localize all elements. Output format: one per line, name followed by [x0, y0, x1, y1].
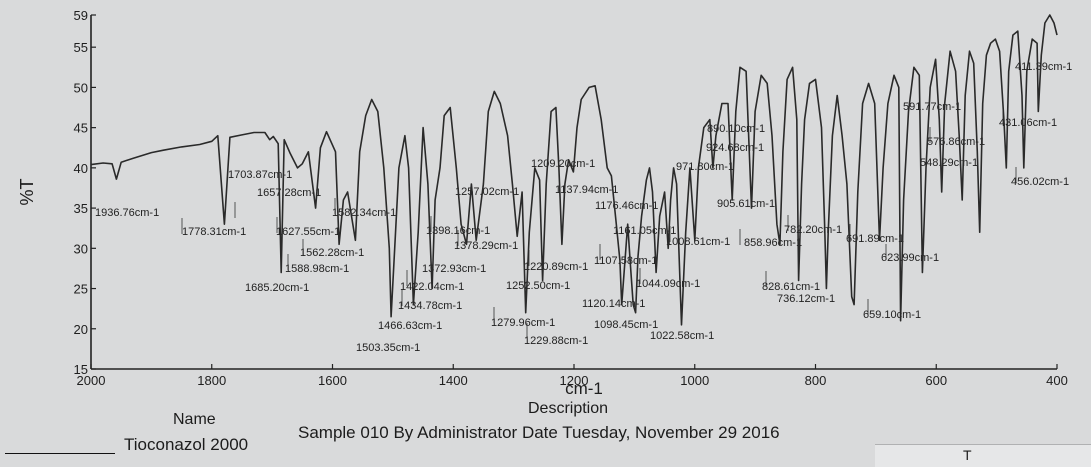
peak-label: 1098.45cm-1	[594, 319, 658, 331]
y-tick-label: 50	[74, 80, 88, 95]
peak-label: 1008.61cm-1	[666, 236, 730, 248]
peak-label: 1778.31cm-1	[182, 226, 246, 238]
peak-label: 623.99cm-1	[881, 252, 939, 264]
spectrum-plot: cm-1 %T 2000 1800 1600 1400 1200 1000 800 600 400…	[17, 8, 1072, 398]
legend-area: Name Description Tioconazol 2000 Sample …	[0, 400, 1091, 467]
y-tick-label: 20	[74, 322, 88, 337]
y-tick-label: 25	[74, 282, 88, 297]
y-tick-label: 59	[74, 8, 88, 23]
y-axis-label: %T	[17, 178, 37, 205]
y-tick-label: 35	[74, 201, 88, 216]
y-tick-label: 45	[74, 121, 88, 136]
peak-label: 1137.94cm-1	[555, 184, 618, 196]
peak-label: 1372.93cm-1	[422, 263, 486, 275]
ticks-layer: 2000 1800 1600 1400 1200 1000 800 600 400 15 20 25 3…	[74, 8, 1068, 388]
legend-description-header: Description	[528, 400, 609, 417]
peak-label: 1220.89cm-1	[524, 261, 588, 273]
x-tick-label: 1200	[560, 373, 589, 388]
legend-entry-name: Tioconazol 2000	[124, 435, 249, 454]
legend-scroll-strip[interactable]: T	[875, 444, 1091, 467]
ir-spectrum-chart: cm-1 %T 2000 1800 1600 1400 1200 1000 800 600 400…	[17, 8, 1072, 398]
peak-label: 858.96cm-1	[744, 237, 802, 249]
x-axis-label: cm-1	[565, 379, 603, 398]
y-tick-label: 15	[74, 362, 88, 377]
x-tick-label: 1800	[197, 373, 226, 388]
peak-label: 1562.28cm-1	[300, 247, 364, 259]
peak-label: 1120.14cm-1	[582, 298, 645, 310]
peak-label: 1685.20cm-1	[245, 282, 309, 294]
x-tick-label: 600	[925, 373, 947, 388]
peak-label: 576.86cm-1	[927, 136, 985, 148]
peak-label: 1582.34cm-1	[332, 207, 396, 219]
peak-label: 691.89cm-1	[846, 233, 904, 245]
peak-label: 1434.78cm-1	[398, 300, 462, 312]
text-caret-icon: T	[963, 447, 972, 463]
peak-annotations-layer: 1936.76cm-1 1778.31cm-1 1703.87cm-1 1657.28…	[95, 61, 1072, 354]
x-tick-label: 1400	[439, 373, 468, 388]
y-tick-label: 55	[74, 40, 88, 55]
peak-label: 1466.63cm-1	[378, 320, 442, 332]
peak-label: 1044.09cm-1	[636, 278, 700, 290]
peak-label: 1588.98cm-1	[285, 263, 349, 275]
peak-label: 971.80cm-1	[676, 161, 734, 173]
peak-label: 1209.20cm-1	[531, 158, 595, 170]
peak-label: 659.10cm-1	[863, 309, 921, 321]
peak-label: 1703.87cm-1	[228, 169, 292, 181]
axes-layer: cm-1 %T	[17, 15, 1057, 398]
peak-label: 890.10cm-1	[707, 123, 765, 135]
peak-label: 828.61cm-1	[762, 281, 820, 293]
peak-label: 456.02cm-1	[1011, 176, 1069, 188]
peak-label: 1022.58cm-1	[650, 330, 714, 342]
peak-label: 411.39cm-1	[1015, 61, 1072, 73]
peak-label: 1378.29cm-1	[454, 240, 518, 252]
peak-label: 905.61cm-1	[717, 198, 775, 210]
peak-label: 1627.55cm-1	[276, 226, 340, 238]
peak-label: 1176.46cm-1	[595, 200, 658, 212]
x-tick-label: 1600	[318, 373, 347, 388]
peak-label: 1257.02cm-1	[455, 186, 519, 198]
peak-label: 1936.76cm-1	[95, 207, 159, 219]
x-tick-label: 400	[1046, 373, 1068, 388]
peak-label: 1229.88cm-1	[524, 335, 588, 347]
legend-name-header: Name	[173, 411, 216, 428]
series-layer	[90, 14, 1058, 326]
y-tick-label: 30	[74, 241, 88, 256]
y-tick-label: 40	[74, 161, 88, 176]
peak-label: 782.20cm-1	[784, 224, 842, 236]
peak-label: 1503.35cm-1	[356, 342, 420, 354]
spectrum-series-line	[90, 14, 1058, 326]
peak-label: 431.06cm-1	[999, 117, 1057, 129]
x-tick-label: 800	[805, 373, 827, 388]
legend-line-swatch	[5, 453, 115, 454]
peak-label: 1657.28cm-1	[257, 187, 321, 199]
peak-label: 736.12cm-1	[777, 293, 835, 305]
peak-label: 1252.50cm-1	[506, 280, 570, 292]
x-tick-label: 2000	[77, 373, 106, 388]
legend-entry-description: Sample 010 By Administrator Date Tuesday…	[298, 423, 780, 442]
peak-label: 548.29cm-1	[920, 157, 978, 169]
peak-label: 1279.96cm-1	[491, 317, 555, 329]
peak-label: 591.77cm-1	[903, 101, 961, 113]
x-tick-label: 1000	[680, 373, 709, 388]
